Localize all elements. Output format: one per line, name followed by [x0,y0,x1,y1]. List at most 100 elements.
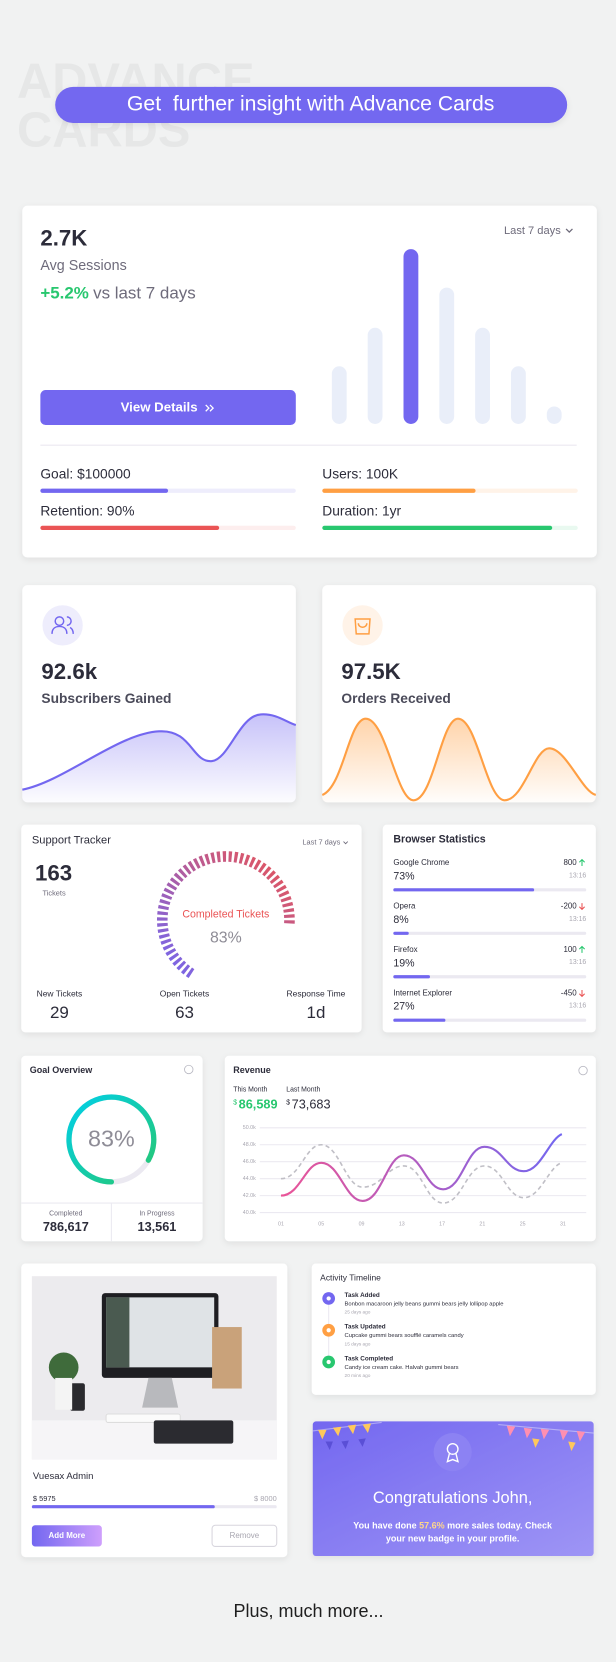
stat-value: 786,617 [43,1219,89,1234]
bar [510,366,526,424]
period-dropdown[interactable]: Last 7 days [302,838,349,847]
currency: $ [233,1099,237,1106]
line [321,717,597,802]
card-title: Goal Overview [30,1065,94,1075]
browser-percent: 27% [393,1001,415,1013]
timeline-text: Bonbon macaroon jelly beans gummi bears … [345,1301,504,1307]
card [21,824,362,1033]
remove-button[interactable]: Remove [211,1524,278,1547]
tablet [153,1420,234,1444]
banner-pill [55,86,568,123]
stand [142,1377,179,1408]
x-tick-label: 17 [439,1222,445,1228]
progress-fill [322,488,476,493]
goal-card: Goal Overview 83% Completed 786,617 In P… [21,1055,203,1242]
view-details-button[interactable]: View Details [40,390,296,426]
shape [357,623,368,628]
progress-track [393,931,587,935]
amount: 73,683 [292,1097,331,1112]
stat-value: 1d [307,1003,326,1022]
gauge-arc [66,1094,157,1185]
gauge-value: 83% [88,1126,135,1152]
stat-value: 63 [175,1003,194,1022]
shape [354,618,371,635]
gauge-label: Completed Tickets [182,909,269,921]
card [312,1421,594,1557]
banner-text: Get further insight with Advance Cards [127,93,494,116]
session-bars [331,249,562,424]
subscribers-card: 92.6k Subscribers Gained [22,585,297,803]
metric-label: Avg Sessions [40,258,126,274]
period: Last 7 days [504,225,561,237]
this-month: $86,589 [233,1097,277,1112]
progress-track [393,975,587,979]
footer: Plus, much more... [234,1601,384,1621]
product-image [31,1276,277,1460]
y-tick-label: 48.0k [243,1142,256,1148]
period-dropdown[interactable]: Last 7 days [504,225,573,237]
browser-change: -450 [561,988,577,997]
bag-icon [354,618,371,635]
browser-percent: 19% [393,957,415,969]
timeline-time: 20 mins ago [345,1373,371,1379]
y-tick-label: 44.0k [243,1176,256,1182]
browser-change: 800 [563,858,577,867]
legend-label: This Month [233,1086,267,1093]
revenue-card: Revenue This Month $86,589 Last Month $7… [224,1055,596,1242]
bar [331,366,347,424]
stat-label: New Tickets [37,988,83,998]
stat-value: 13,561 [138,1219,177,1234]
congrats-title: Congratulations John, [373,1489,533,1507]
browser-name: Firefox [393,945,417,954]
timeline-text: Cupcake gummi bears soufflé caramels can… [345,1333,464,1339]
shape [446,1442,459,1455]
timeline-dot-inner [326,1328,331,1333]
area [22,714,296,803]
legend-label: Last Month [286,1086,320,1093]
congrats-message: your new badge in your profile. [386,1533,520,1543]
sidebar [106,1297,130,1368]
button-label: Add More [49,1531,86,1540]
line [22,713,297,791]
progress-fill [40,525,220,530]
metric-label: Users: 100K [322,466,399,481]
change-text: vs last 7 days [93,284,196,303]
shape [325,1438,366,1451]
pot [55,1377,73,1410]
congrats-message: You have done 57.6% more sales today. Ch… [353,1521,553,1531]
card-title: Browser Statistics [393,833,485,845]
browser-time: 13:16 [569,1003,586,1010]
timeline-dot-inner [326,1359,331,1365]
progress-fill [393,1018,446,1022]
y-tick-label: 40.0k [243,1210,256,1216]
message-start: You have done [353,1521,419,1531]
timeline-title: Task Completed [345,1356,394,1363]
browser-card: Browser Statistics Google Chrome 800 73% 13… [382,824,596,1033]
currency: $ [254,1494,258,1503]
shape [51,625,68,634]
progress-fill [31,1505,215,1509]
chevron [565,228,573,234]
x-tick-label: 31 [560,1222,566,1228]
browser-list: Google Chrome 800 73% 13:16 Opera -200 8% 13:16… [393,858,586,1022]
metric-value: 2.7K [40,225,87,250]
currency: $ [33,1494,37,1503]
currency: $ [286,1099,290,1106]
metric-value: 97.5K [341,659,400,684]
timeline-time: 15 days ago [345,1341,371,1347]
stat-label: Open Tickets [160,988,209,998]
product-card: Vuesax Admin $5975 $8000 Add More Remove [21,1263,288,1558]
bunting [312,1421,594,1452]
arrow-up [578,858,586,866]
message-end: more sales today. Check [445,1521,553,1531]
timeline-title: Task Updated [345,1324,386,1331]
progress-fill [393,975,430,979]
stat-label: In Progress [139,1210,175,1217]
award-icon [446,1442,459,1463]
add-more-button[interactable]: Add More [31,1525,102,1547]
button-label: View Details [121,400,198,415]
shape [54,616,65,627]
product-name: Vuesax Admin [33,1471,93,1482]
arrow-up [578,945,586,953]
